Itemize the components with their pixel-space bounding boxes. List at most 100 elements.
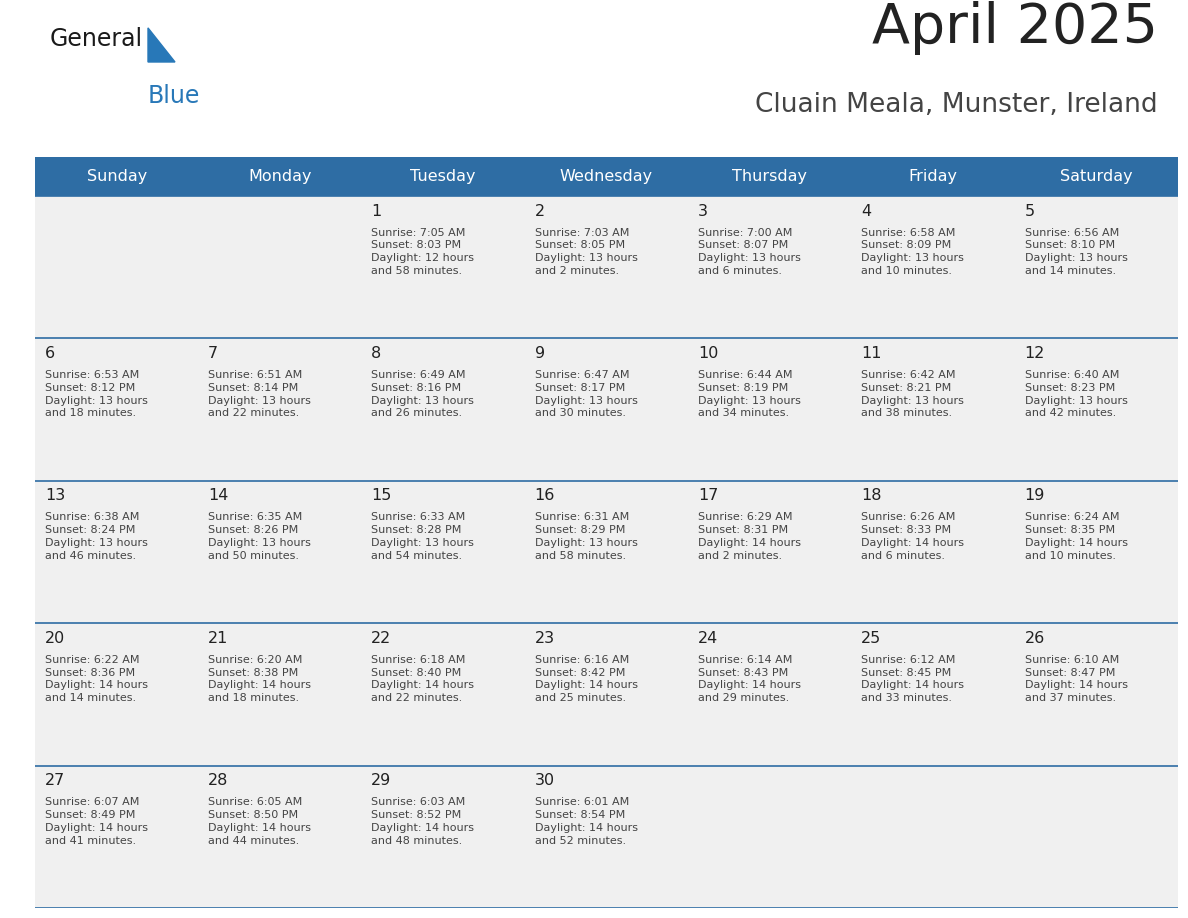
Text: Sunrise: 6:58 AM
Sunset: 8:09 PM
Daylight: 13 hours
and 10 minutes.: Sunrise: 6:58 AM Sunset: 8:09 PM Dayligh… xyxy=(861,228,965,276)
Text: 8: 8 xyxy=(372,346,381,361)
FancyBboxPatch shape xyxy=(361,481,525,623)
Text: Sunrise: 6:22 AM
Sunset: 8:36 PM
Daylight: 14 hours
and 14 minutes.: Sunrise: 6:22 AM Sunset: 8:36 PM Dayligh… xyxy=(45,655,147,703)
Text: Sunrise: 6:20 AM
Sunset: 8:38 PM
Daylight: 14 hours
and 18 minutes.: Sunrise: 6:20 AM Sunset: 8:38 PM Dayligh… xyxy=(208,655,311,703)
Text: Sunrise: 6:51 AM
Sunset: 8:14 PM
Daylight: 13 hours
and 22 minutes.: Sunrise: 6:51 AM Sunset: 8:14 PM Dayligh… xyxy=(208,370,311,419)
FancyBboxPatch shape xyxy=(852,623,1015,766)
Text: Monday: Monday xyxy=(248,169,311,184)
FancyBboxPatch shape xyxy=(34,481,198,623)
Text: Sunrise: 6:56 AM
Sunset: 8:10 PM
Daylight: 13 hours
and 14 minutes.: Sunrise: 6:56 AM Sunset: 8:10 PM Dayligh… xyxy=(1024,228,1127,276)
Text: 1: 1 xyxy=(372,204,381,218)
FancyBboxPatch shape xyxy=(198,623,361,766)
Text: Sunrise: 6:53 AM
Sunset: 8:12 PM
Daylight: 13 hours
and 18 minutes.: Sunrise: 6:53 AM Sunset: 8:12 PM Dayligh… xyxy=(45,370,147,419)
Text: Sunrise: 6:40 AM
Sunset: 8:23 PM
Daylight: 13 hours
and 42 minutes.: Sunrise: 6:40 AM Sunset: 8:23 PM Dayligh… xyxy=(1024,370,1127,419)
Text: 10: 10 xyxy=(697,346,719,361)
FancyBboxPatch shape xyxy=(525,766,688,908)
FancyBboxPatch shape xyxy=(688,339,852,481)
Text: 30: 30 xyxy=(535,773,555,789)
Text: Sunrise: 6:38 AM
Sunset: 8:24 PM
Daylight: 13 hours
and 46 minutes.: Sunrise: 6:38 AM Sunset: 8:24 PM Dayligh… xyxy=(45,512,147,561)
FancyBboxPatch shape xyxy=(1015,196,1178,339)
FancyBboxPatch shape xyxy=(688,196,852,339)
FancyBboxPatch shape xyxy=(525,196,688,339)
FancyBboxPatch shape xyxy=(1015,481,1178,623)
FancyBboxPatch shape xyxy=(198,196,361,339)
FancyBboxPatch shape xyxy=(198,766,361,908)
Text: Sunrise: 6:47 AM
Sunset: 8:17 PM
Daylight: 13 hours
and 30 minutes.: Sunrise: 6:47 AM Sunset: 8:17 PM Dayligh… xyxy=(535,370,638,419)
Text: 4: 4 xyxy=(861,204,871,218)
Text: 2: 2 xyxy=(535,204,545,218)
Text: Sunrise: 6:35 AM
Sunset: 8:26 PM
Daylight: 13 hours
and 50 minutes.: Sunrise: 6:35 AM Sunset: 8:26 PM Dayligh… xyxy=(208,512,311,561)
Text: 29: 29 xyxy=(372,773,392,789)
FancyBboxPatch shape xyxy=(34,196,198,339)
Text: 18: 18 xyxy=(861,488,881,503)
Text: Sunrise: 6:03 AM
Sunset: 8:52 PM
Daylight: 14 hours
and 48 minutes.: Sunrise: 6:03 AM Sunset: 8:52 PM Dayligh… xyxy=(372,797,474,845)
Text: 11: 11 xyxy=(861,346,881,361)
FancyBboxPatch shape xyxy=(852,196,1015,339)
Text: 23: 23 xyxy=(535,631,555,645)
Text: Sunrise: 7:03 AM
Sunset: 8:05 PM
Daylight: 13 hours
and 2 minutes.: Sunrise: 7:03 AM Sunset: 8:05 PM Dayligh… xyxy=(535,228,638,276)
FancyBboxPatch shape xyxy=(361,339,525,481)
Bar xyxy=(34,157,1178,196)
Text: General: General xyxy=(50,27,143,50)
FancyBboxPatch shape xyxy=(361,196,525,339)
Polygon shape xyxy=(148,28,175,62)
Text: Sunday: Sunday xyxy=(87,169,147,184)
FancyBboxPatch shape xyxy=(34,766,198,908)
Text: Sunrise: 6:01 AM
Sunset: 8:54 PM
Daylight: 14 hours
and 52 minutes.: Sunrise: 6:01 AM Sunset: 8:54 PM Dayligh… xyxy=(535,797,638,845)
Text: Sunrise: 6:24 AM
Sunset: 8:35 PM
Daylight: 14 hours
and 10 minutes.: Sunrise: 6:24 AM Sunset: 8:35 PM Dayligh… xyxy=(1024,512,1127,561)
FancyBboxPatch shape xyxy=(1015,339,1178,481)
Text: 28: 28 xyxy=(208,773,228,789)
Text: Saturday: Saturday xyxy=(1060,169,1132,184)
FancyBboxPatch shape xyxy=(1015,766,1178,908)
Text: 5: 5 xyxy=(1024,204,1035,218)
Text: 6: 6 xyxy=(45,346,55,361)
Text: 12: 12 xyxy=(1024,346,1045,361)
Text: 25: 25 xyxy=(861,631,881,645)
Text: 20: 20 xyxy=(45,631,65,645)
FancyBboxPatch shape xyxy=(688,766,852,908)
FancyBboxPatch shape xyxy=(852,766,1015,908)
Text: 24: 24 xyxy=(697,631,719,645)
FancyBboxPatch shape xyxy=(1015,623,1178,766)
Text: Thursday: Thursday xyxy=(732,169,808,184)
FancyBboxPatch shape xyxy=(525,481,688,623)
Text: 14: 14 xyxy=(208,488,228,503)
Text: Sunrise: 6:05 AM
Sunset: 8:50 PM
Daylight: 14 hours
and 44 minutes.: Sunrise: 6:05 AM Sunset: 8:50 PM Dayligh… xyxy=(208,797,311,845)
Text: Sunrise: 6:49 AM
Sunset: 8:16 PM
Daylight: 13 hours
and 26 minutes.: Sunrise: 6:49 AM Sunset: 8:16 PM Dayligh… xyxy=(372,370,474,419)
Text: Sunrise: 6:12 AM
Sunset: 8:45 PM
Daylight: 14 hours
and 33 minutes.: Sunrise: 6:12 AM Sunset: 8:45 PM Dayligh… xyxy=(861,655,965,703)
Text: 16: 16 xyxy=(535,488,555,503)
Text: Sunrise: 6:10 AM
Sunset: 8:47 PM
Daylight: 14 hours
and 37 minutes.: Sunrise: 6:10 AM Sunset: 8:47 PM Dayligh… xyxy=(1024,655,1127,703)
Text: 3: 3 xyxy=(697,204,708,218)
Text: Cluain Meala, Munster, Ireland: Cluain Meala, Munster, Ireland xyxy=(756,93,1158,118)
Text: Sunrise: 7:00 AM
Sunset: 8:07 PM
Daylight: 13 hours
and 6 minutes.: Sunrise: 7:00 AM Sunset: 8:07 PM Dayligh… xyxy=(697,228,801,276)
FancyBboxPatch shape xyxy=(198,339,361,481)
Text: Tuesday: Tuesday xyxy=(411,169,476,184)
FancyBboxPatch shape xyxy=(525,623,688,766)
FancyBboxPatch shape xyxy=(34,623,198,766)
FancyBboxPatch shape xyxy=(688,481,852,623)
Text: Sunrise: 6:18 AM
Sunset: 8:40 PM
Daylight: 14 hours
and 22 minutes.: Sunrise: 6:18 AM Sunset: 8:40 PM Dayligh… xyxy=(372,655,474,703)
Text: Blue: Blue xyxy=(148,84,201,108)
FancyBboxPatch shape xyxy=(852,481,1015,623)
Text: April 2025: April 2025 xyxy=(872,1,1158,55)
Text: 7: 7 xyxy=(208,346,219,361)
FancyBboxPatch shape xyxy=(361,766,525,908)
FancyBboxPatch shape xyxy=(34,339,198,481)
Text: Sunrise: 6:44 AM
Sunset: 8:19 PM
Daylight: 13 hours
and 34 minutes.: Sunrise: 6:44 AM Sunset: 8:19 PM Dayligh… xyxy=(697,370,801,419)
Text: Sunrise: 6:14 AM
Sunset: 8:43 PM
Daylight: 14 hours
and 29 minutes.: Sunrise: 6:14 AM Sunset: 8:43 PM Dayligh… xyxy=(697,655,801,703)
Text: Sunrise: 6:31 AM
Sunset: 8:29 PM
Daylight: 13 hours
and 58 minutes.: Sunrise: 6:31 AM Sunset: 8:29 PM Dayligh… xyxy=(535,512,638,561)
Text: Wednesday: Wednesday xyxy=(560,169,653,184)
Text: 9: 9 xyxy=(535,346,545,361)
Text: Sunrise: 6:29 AM
Sunset: 8:31 PM
Daylight: 14 hours
and 2 minutes.: Sunrise: 6:29 AM Sunset: 8:31 PM Dayligh… xyxy=(697,512,801,561)
FancyBboxPatch shape xyxy=(852,339,1015,481)
Text: Sunrise: 7:05 AM
Sunset: 8:03 PM
Daylight: 12 hours
and 58 minutes.: Sunrise: 7:05 AM Sunset: 8:03 PM Dayligh… xyxy=(372,228,474,276)
Text: Friday: Friday xyxy=(909,169,958,184)
FancyBboxPatch shape xyxy=(525,339,688,481)
Text: 21: 21 xyxy=(208,631,228,645)
Text: 13: 13 xyxy=(45,488,65,503)
Text: 27: 27 xyxy=(45,773,65,789)
FancyBboxPatch shape xyxy=(361,623,525,766)
Text: 15: 15 xyxy=(372,488,392,503)
Text: 19: 19 xyxy=(1024,488,1045,503)
Text: 22: 22 xyxy=(372,631,392,645)
FancyBboxPatch shape xyxy=(34,157,1178,196)
